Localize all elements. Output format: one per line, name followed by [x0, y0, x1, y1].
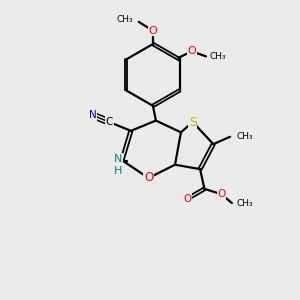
Text: O: O [184, 194, 192, 204]
Text: O: O [148, 26, 157, 36]
Text: CH₃: CH₃ [117, 15, 134, 24]
Text: C: C [106, 117, 113, 127]
Text: O: O [188, 46, 196, 56]
Text: N: N [114, 154, 122, 164]
Text: N: N [89, 110, 97, 120]
Text: S: S [189, 116, 197, 128]
Text: CH₃: CH₃ [236, 199, 253, 208]
Text: H: H [114, 166, 122, 176]
Text: O: O [217, 189, 225, 199]
Text: CH₃: CH₃ [209, 52, 226, 61]
Text: CH₃: CH₃ [237, 132, 253, 141]
Text: O: O [144, 172, 153, 184]
